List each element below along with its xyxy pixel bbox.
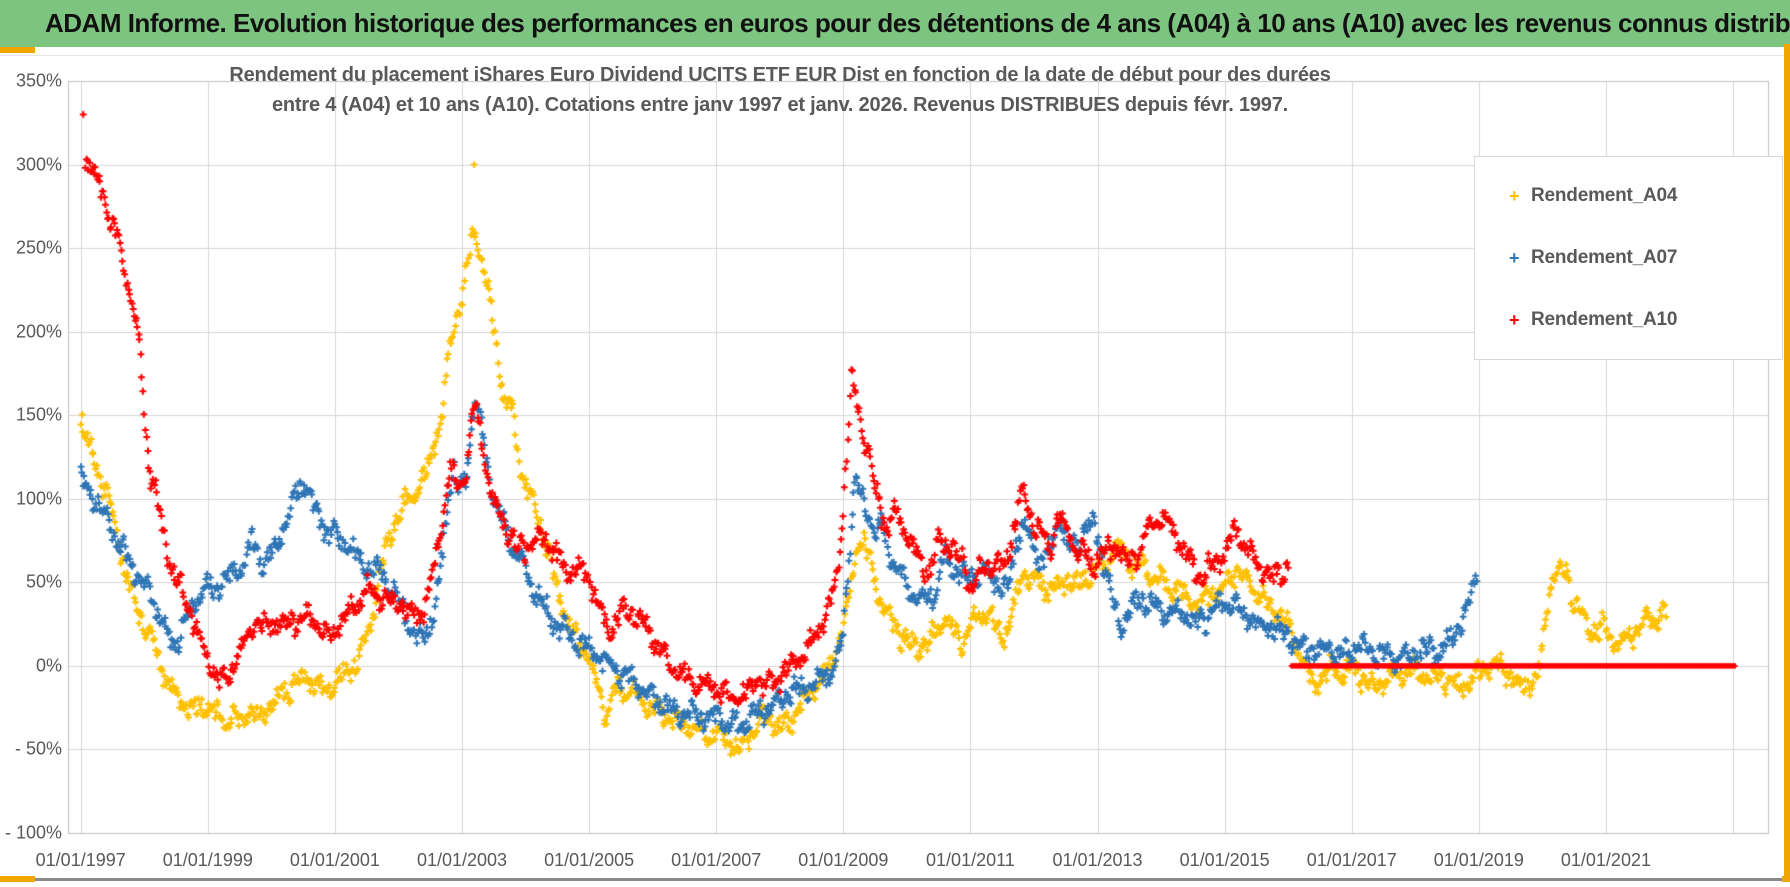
x-tick-label: 01/01/2001: [289, 850, 380, 870]
legend-item-label: Rendement_A07: [1531, 247, 1678, 268]
y-tick-label: 350%: [15, 70, 62, 91]
x-tick-label: 01/01/2009: [798, 850, 889, 870]
x-tick-label: 01/01/2005: [544, 850, 635, 870]
orange-accent-right-strip: [1784, 44, 1790, 882]
x-tick-label: 01/01/2021: [1560, 850, 1651, 870]
x-tick-label: 01/01/2019: [1433, 850, 1524, 870]
y-tick-label: 150%: [15, 404, 62, 425]
x-tick-label: 01/01/2007: [671, 850, 762, 870]
orange-accent-bottom-left: [0, 876, 35, 882]
y-tick-label: - 100%: [4, 822, 62, 843]
y-tick-label: 250%: [15, 237, 62, 258]
x-tick-label: 01/01/2013: [1052, 850, 1143, 870]
chart-title-line1: Rendement du placement iShares Euro Divi…: [229, 64, 1331, 86]
x-tick-label: 01/01/1997: [35, 850, 126, 870]
y-tick-label: 0%: [35, 655, 62, 676]
divider-bottom: [0, 878, 1790, 881]
legend-marker-icon: +: [1509, 247, 1520, 268]
legend-item-rendement_a04: + Rendement_A04: [1475, 185, 1782, 207]
legend-item-rendement_a07: + Rendement_A07: [1475, 247, 1782, 269]
legend-item-rendement_a10: + Rendement_A10: [1475, 309, 1782, 331]
chart-legend: + Rendement_A04 + Rendement_A07 + Rendement_A…: [1474, 156, 1783, 360]
legend-item-label: Rendement_A10: [1531, 309, 1678, 330]
chart-title: Rendement du placement iShares Euro Divi…: [70, 60, 1490, 120]
x-tick-label: 01/01/1999: [162, 850, 253, 870]
y-tick-label: 300%: [15, 154, 62, 175]
y-tick-label: - 50%: [14, 738, 62, 759]
legend-item-label: Rendement_A04: [1531, 185, 1678, 206]
legend-marker-icon: +: [1509, 185, 1520, 206]
x-tick-label: 01/01/2017: [1306, 850, 1397, 870]
x-tick-label: 01/01/2011: [926, 850, 1015, 870]
y-tick-label: 200%: [15, 321, 62, 342]
orange-accent-bottom-right: [1782, 876, 1790, 882]
x-tick-label: 01/01/2003: [416, 850, 508, 870]
legend-marker-icon: +: [1509, 309, 1520, 330]
y-tick-label: 100%: [15, 488, 62, 509]
x-tick-label: 01/01/2015: [1179, 850, 1270, 870]
y-tick-label: 50%: [25, 571, 62, 592]
chart-title-line2: entre 4 (A04) et 10 ans (A10). Cotations…: [271, 94, 1288, 116]
